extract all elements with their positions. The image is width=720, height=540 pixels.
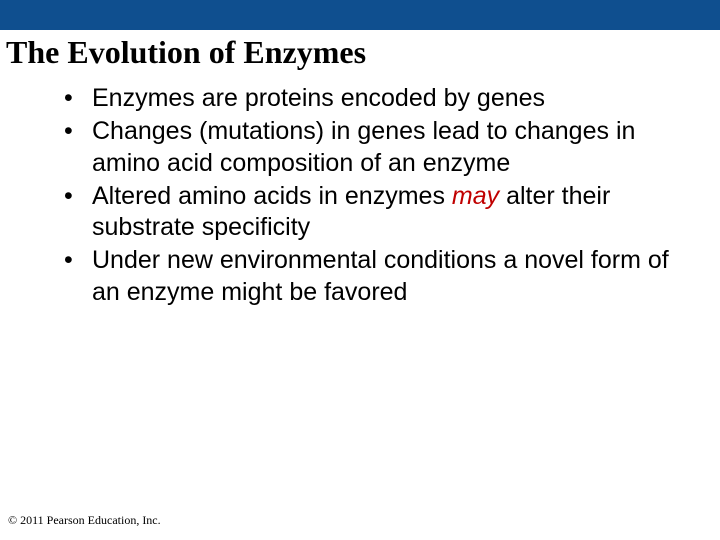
bullet-text-pre: Altered amino acids in enzymes bbox=[92, 182, 452, 210]
copyright-footer: © 2011 Pearson Education, Inc. bbox=[8, 513, 161, 528]
list-item: Enzymes are proteins encoded by genes bbox=[60, 83, 680, 114]
bullet-text: Under new environmental conditions a nov… bbox=[92, 246, 669, 305]
header-bar bbox=[0, 0, 720, 30]
list-item: Changes (mutations) in genes lead to cha… bbox=[60, 116, 680, 179]
bullet-list: Enzymes are proteins encoded by genes Ch… bbox=[0, 81, 720, 308]
bullet-text: Changes (mutations) in genes lead to cha… bbox=[92, 117, 635, 176]
bullet-text: Enzymes are proteins encoded by genes bbox=[92, 84, 545, 112]
slide-title: The Evolution of Enzymes bbox=[0, 30, 720, 81]
list-item: Under new environmental conditions a nov… bbox=[60, 245, 680, 308]
bullet-text-emph: may bbox=[452, 182, 499, 210]
list-item: Altered amino acids in enzymes may alter… bbox=[60, 181, 680, 244]
